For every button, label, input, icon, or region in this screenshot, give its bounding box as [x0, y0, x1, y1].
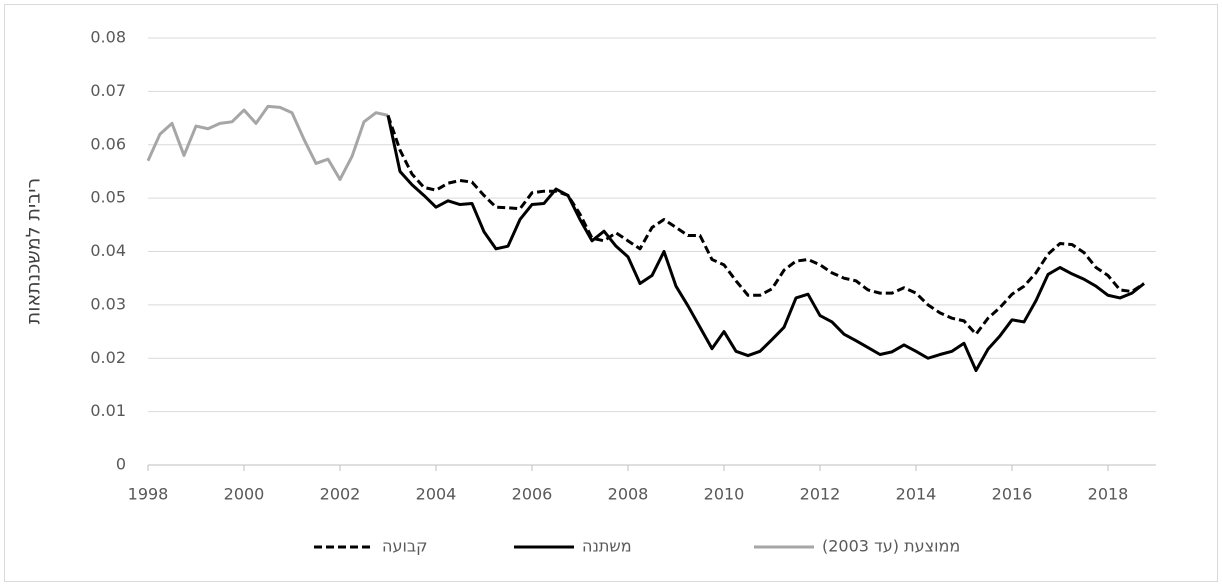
y-axis-label: ריבית למשכנתאות: [23, 178, 45, 324]
y-tick-label: 0: [116, 455, 126, 474]
x-tick-label: 2006: [512, 485, 553, 504]
x-tick-label: 2008: [608, 485, 649, 504]
legend-label: ממוצעת (עד 2003): [822, 537, 960, 556]
x-tick-label: 2012: [800, 485, 841, 504]
legend-label: קבועה: [382, 537, 427, 556]
series-line: [386, 114, 1145, 336]
y-tick-label: 0.02: [90, 348, 126, 367]
series-line: [386, 115, 1145, 373]
y-tick-label: 0.03: [90, 294, 126, 313]
x-tick-label: 2016: [992, 485, 1033, 504]
y-tick-label: 0.06: [90, 134, 126, 153]
x-tick-label: 2002: [320, 485, 361, 504]
x-tick-label: 2014: [896, 485, 937, 504]
y-tick-label: 0.07: [90, 81, 126, 100]
legend-label: משתנה: [582, 537, 632, 556]
y-tick-label: 0.04: [90, 241, 126, 260]
x-tick-label: 2000: [224, 485, 265, 504]
chart-frame: [4, 4, 1218, 582]
x-tick-label: 1998: [128, 485, 169, 504]
x-tick-label: 2004: [416, 485, 457, 504]
y-tick-label: 0.05: [90, 188, 126, 207]
y-tick-label: 0.01: [90, 401, 126, 420]
x-tick-label: 2018: [1088, 485, 1129, 504]
x-tick-label: 2010: [704, 485, 745, 504]
series-line: [146, 104, 389, 181]
y-tick-label: 0.08: [90, 28, 126, 47]
